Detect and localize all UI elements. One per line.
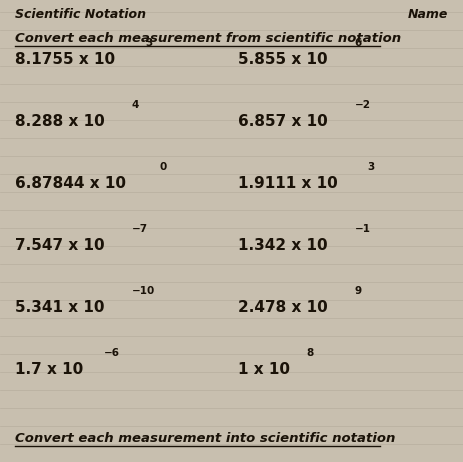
Text: 1.342 x 10: 1.342 x 10 <box>238 238 328 254</box>
Text: 5.341 x 10: 5.341 x 10 <box>15 300 105 316</box>
Text: 4: 4 <box>132 100 139 110</box>
Text: 3: 3 <box>368 162 375 172</box>
Text: 3: 3 <box>145 38 152 48</box>
Text: 5.855 x 10: 5.855 x 10 <box>238 53 328 67</box>
Text: −2: −2 <box>355 100 371 110</box>
Text: 7.547 x 10: 7.547 x 10 <box>15 238 105 254</box>
Text: 6.857 x 10: 6.857 x 10 <box>238 115 328 129</box>
Text: 6: 6 <box>355 38 362 48</box>
Text: 0: 0 <box>159 162 167 172</box>
Text: 9: 9 <box>355 286 362 296</box>
Text: −1: −1 <box>355 224 371 234</box>
Text: 1.7 x 10: 1.7 x 10 <box>15 363 83 377</box>
Text: Convert each measurement from scientific notation: Convert each measurement from scientific… <box>15 32 401 45</box>
Text: Scientific Notation: Scientific Notation <box>15 8 146 21</box>
Text: −10: −10 <box>131 286 155 296</box>
Text: 8.288 x 10: 8.288 x 10 <box>15 115 105 129</box>
Text: 6.87844 x 10: 6.87844 x 10 <box>15 176 126 192</box>
Text: 1.9111 x 10: 1.9111 x 10 <box>238 176 338 192</box>
Text: −6: −6 <box>104 348 120 358</box>
Text: 8.1755 x 10: 8.1755 x 10 <box>15 53 115 67</box>
Text: 1 x 10: 1 x 10 <box>238 363 290 377</box>
Text: Convert each measurement into scientific notation: Convert each measurement into scientific… <box>15 432 395 445</box>
Text: Name: Name <box>407 8 448 21</box>
Text: 2.478 x 10: 2.478 x 10 <box>238 300 328 316</box>
Text: −7: −7 <box>131 224 148 234</box>
Text: 8: 8 <box>306 348 313 358</box>
